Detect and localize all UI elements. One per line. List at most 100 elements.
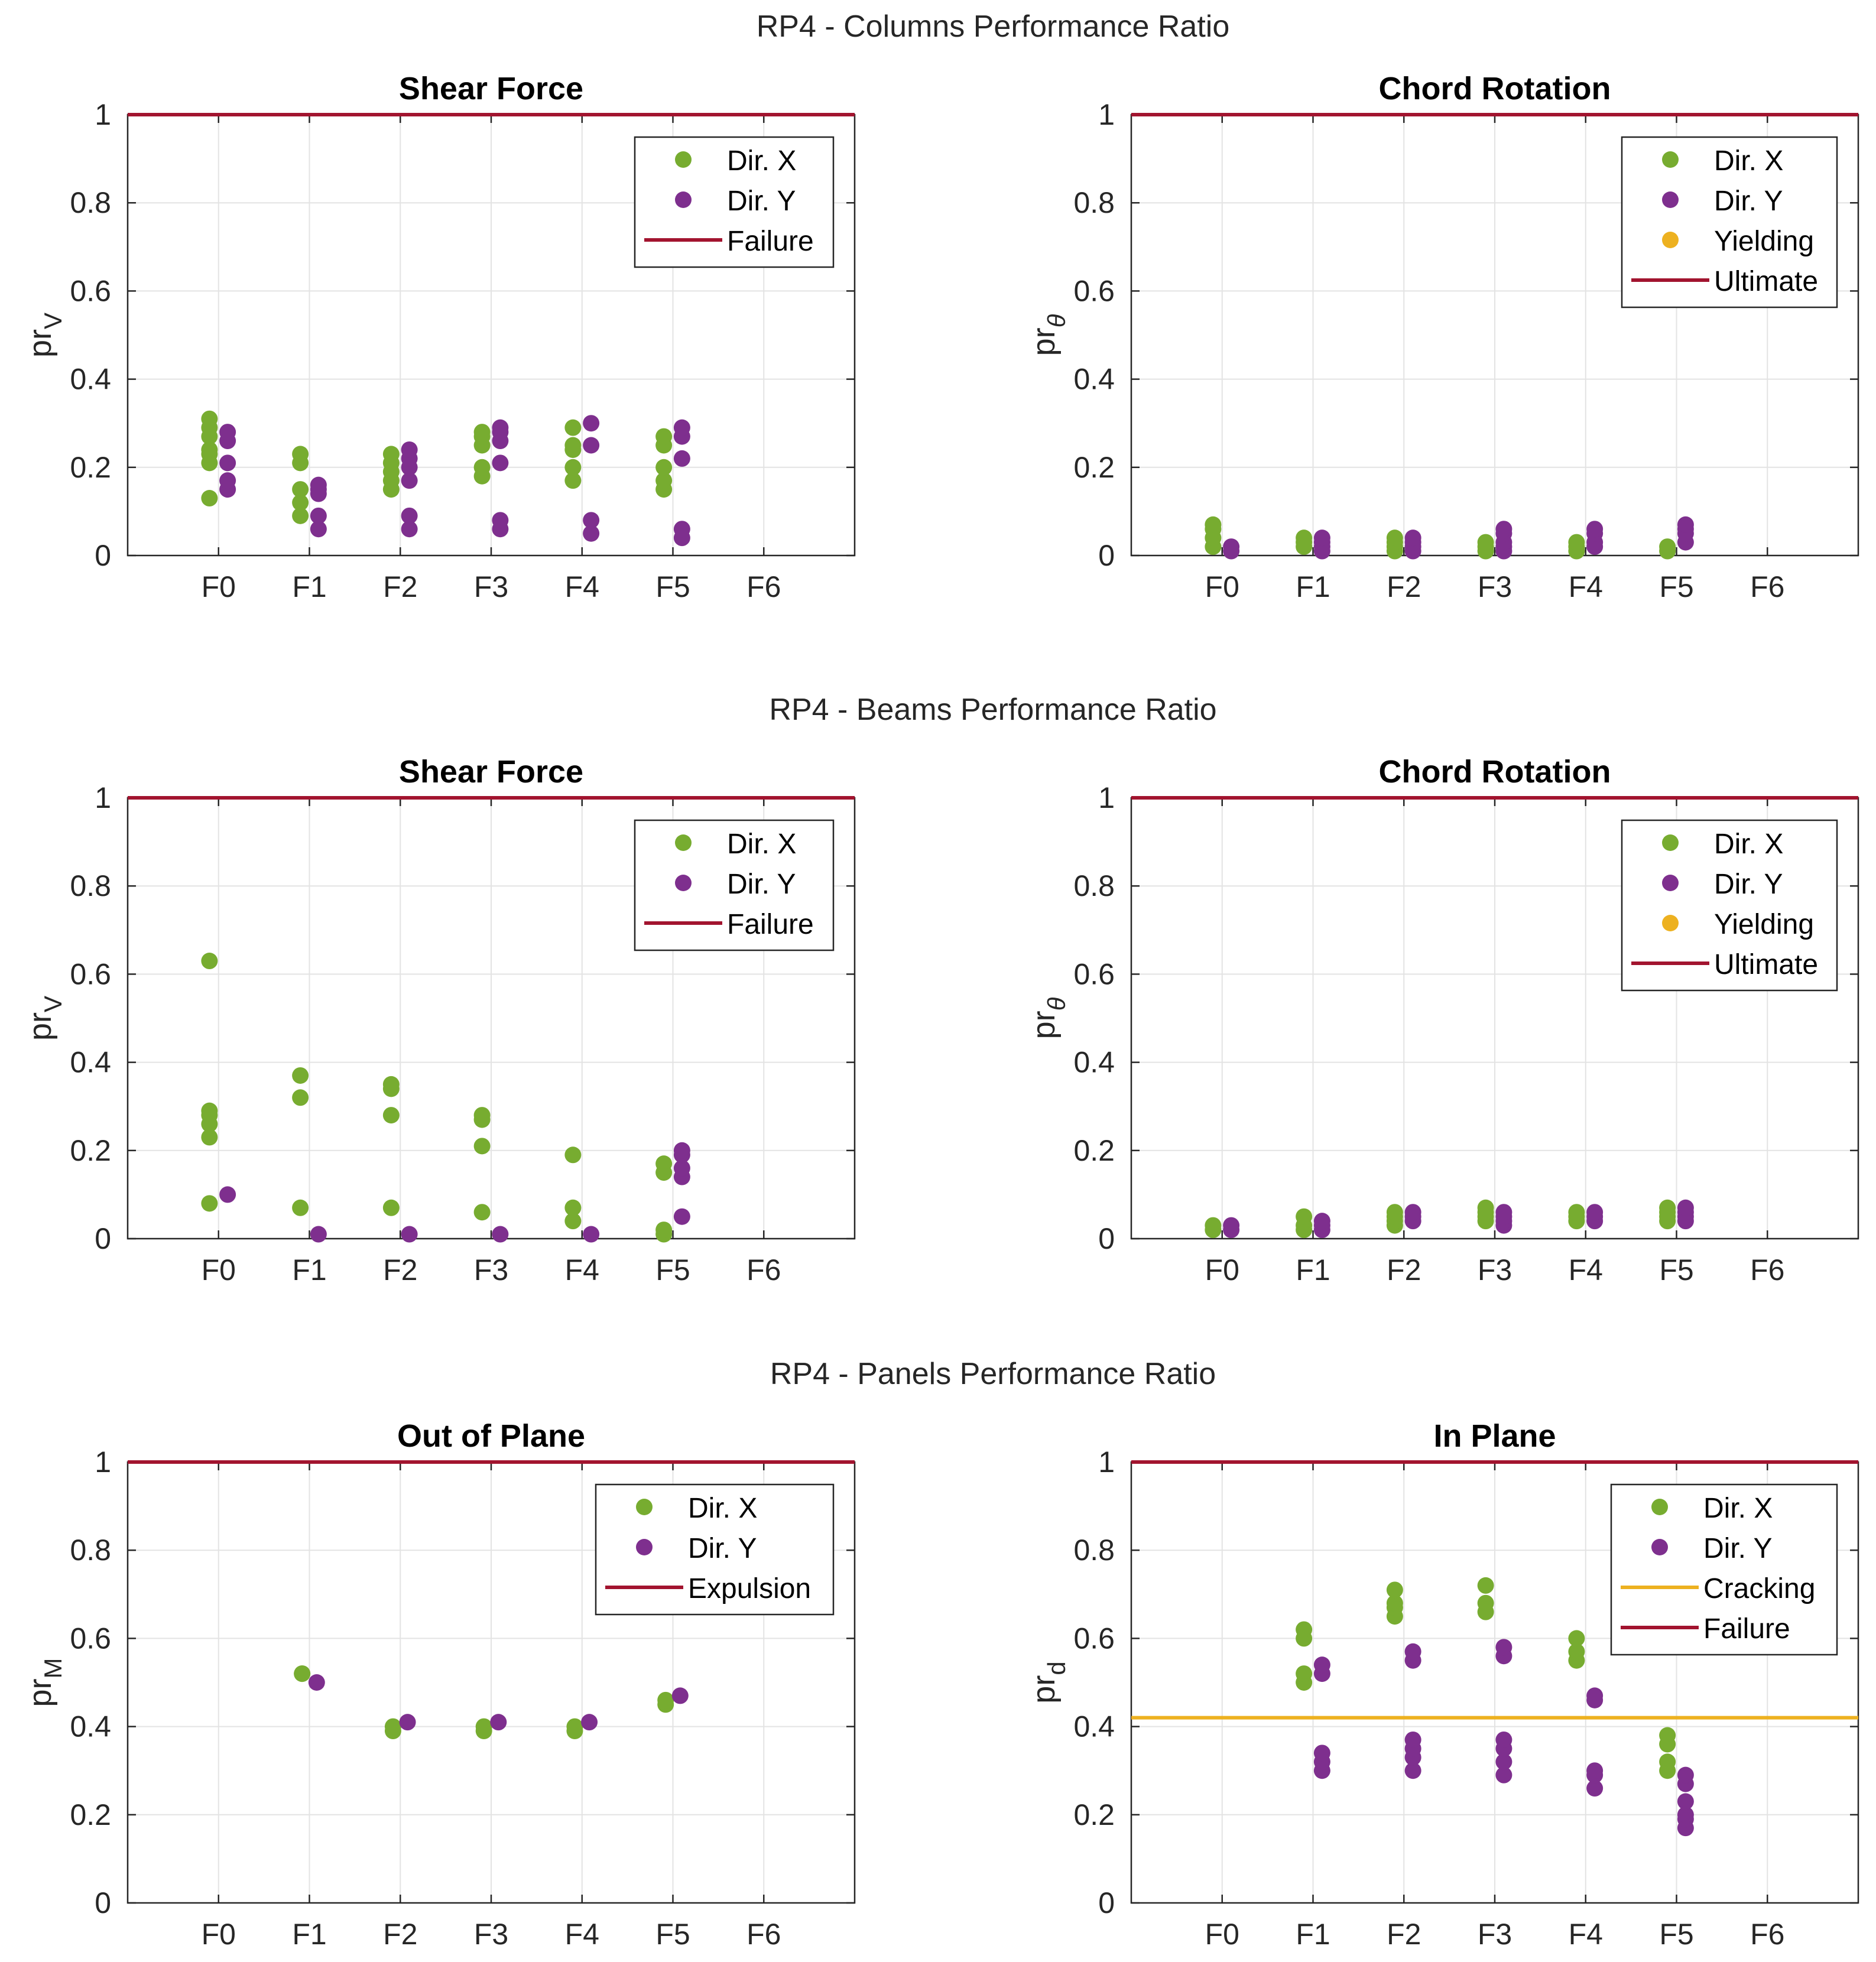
y-axis-label: prM <box>22 1658 67 1707</box>
y-axis-label-main: pr <box>22 1678 58 1707</box>
y-tick-label: 0.4 <box>1073 1710 1115 1743</box>
legend-marker <box>675 834 692 851</box>
legend-marker <box>675 875 692 891</box>
data-point-dir-y <box>401 441 418 458</box>
legend-marker <box>1651 1499 1668 1515</box>
data-point-dir-y <box>310 1226 327 1243</box>
y-tick-label: 0.6 <box>1073 274 1115 307</box>
legend-marker <box>636 1499 653 1515</box>
data-point-dir-x <box>475 1718 492 1735</box>
data-point-dir-x <box>292 481 309 498</box>
data-point-dir-y <box>673 1142 690 1159</box>
y-axis-label-main: pr <box>1026 327 1062 356</box>
legend-marker <box>1662 232 1679 248</box>
data-point-dir-y <box>1495 1639 1513 1656</box>
x-tick-label: F6 <box>1750 570 1784 603</box>
data-point-dir-y <box>583 415 600 432</box>
legend-box <box>1621 136 1838 308</box>
data-point-dir-x <box>655 1155 673 1172</box>
y-axis-label-subscript: V <box>39 996 67 1012</box>
x-tick-label: F2 <box>383 1918 417 1951</box>
data-point-dir-x <box>201 953 218 970</box>
data-point-dir-x <box>294 1665 311 1682</box>
data-point-dir-y <box>1495 1204 1513 1221</box>
data-point-dir-y <box>1677 516 1694 533</box>
y-axis-label-main: pr <box>1026 1011 1062 1039</box>
data-point-dir-y <box>492 419 509 436</box>
data-point-dir-x <box>382 1107 400 1124</box>
legend: Dir. X Dir. Y Expulsion <box>595 1483 835 1616</box>
y-tick-label: 0.8 <box>70 186 111 219</box>
legend-marker <box>675 191 692 208</box>
data-point-dir-x <box>201 1129 218 1146</box>
y-axis-label-subscript: θ <box>1043 314 1070 327</box>
data-point-dir-x <box>1568 1630 1585 1647</box>
data-point-dir-x <box>473 1138 491 1155</box>
legend-label: Expulsion <box>688 1573 811 1604</box>
data-point-dir-x <box>201 490 218 507</box>
x-tick-label: F6 <box>746 1918 781 1951</box>
y-tick-label: 1 <box>1098 1445 1115 1479</box>
data-point-dir-x <box>473 459 491 476</box>
legend-label: Ultimate <box>1714 266 1818 297</box>
x-tick-label: F3 <box>1478 1253 1512 1287</box>
x-tick-label: F1 <box>1296 1918 1330 1951</box>
data-point-dir-y <box>1404 530 1421 547</box>
y-tick-label: 0 <box>95 539 111 572</box>
data-point-dir-y <box>1404 1762 1421 1779</box>
y-axis-label: prθ <box>1026 314 1070 356</box>
x-tick-label: F2 <box>383 1253 417 1287</box>
data-point-dir-x <box>292 446 309 463</box>
data-point-dir-y <box>401 521 418 538</box>
chart-title: Shear Force <box>399 754 583 790</box>
x-tick-label: F5 <box>655 570 690 603</box>
legend-label: Failure <box>727 226 814 257</box>
data-point-dir-x <box>1205 516 1222 533</box>
data-point-dir-y <box>401 472 418 489</box>
legend-label: Dir. X <box>1703 1493 1773 1524</box>
data-point-dir-x <box>1296 1621 1313 1638</box>
data-point-dir-x <box>655 472 673 489</box>
legend-label: Failure <box>1703 1613 1790 1645</box>
legend-marker <box>636 1539 653 1555</box>
data-point-dir-y <box>1677 1806 1694 1823</box>
chart-title: In Plane <box>1433 1418 1556 1454</box>
legend-marker <box>675 151 692 168</box>
data-point-dir-y <box>219 1186 236 1203</box>
x-tick-label: F2 <box>1387 1253 1421 1287</box>
data-point-dir-x <box>1386 530 1403 547</box>
data-point-dir-x <box>655 459 673 476</box>
legend-label: Dir. X <box>1714 145 1783 177</box>
data-point-dir-y <box>401 507 418 524</box>
y-tick-label: 0.2 <box>1073 451 1115 484</box>
data-point-dir-y <box>399 1714 416 1731</box>
data-point-dir-x <box>1568 1204 1585 1221</box>
group-title-beams: RP4 - Beams Performance Ratio <box>769 693 1216 727</box>
y-tick-label: 0.8 <box>1073 869 1115 902</box>
data-point-dir-y <box>1313 1656 1330 1674</box>
legend: Dir. X Dir. Y Failure <box>634 819 835 951</box>
data-point-dir-y <box>1313 1745 1330 1762</box>
data-point-dir-y <box>1404 1643 1421 1660</box>
data-point-dir-x <box>566 1718 583 1735</box>
legend-label: Cracking <box>1703 1573 1815 1604</box>
data-point-dir-y <box>1677 1766 1694 1784</box>
legend-box <box>634 136 835 268</box>
x-tick-label: F3 <box>474 1918 508 1951</box>
data-point-dir-x <box>1659 1199 1676 1216</box>
y-tick-label: 1 <box>1098 98 1115 131</box>
data-point-dir-x <box>1386 1204 1403 1221</box>
data-point-dir-y <box>1404 1204 1421 1221</box>
y-tick-label: 0.4 <box>70 1046 111 1079</box>
x-tick-label: F3 <box>1478 1918 1512 1951</box>
data-point-dir-x <box>564 1213 582 1230</box>
y-tick-label: 0.8 <box>70 869 111 902</box>
data-point-dir-y <box>673 419 690 436</box>
y-axis-label-subscript: d <box>1043 1661 1070 1675</box>
x-tick-label: F2 <box>1387 570 1421 603</box>
x-tick-label: F6 <box>746 570 781 603</box>
data-point-dir-x <box>382 1076 400 1093</box>
y-tick-label: 0.2 <box>70 451 111 484</box>
data-point-dir-y <box>1495 1753 1513 1771</box>
data-point-dir-x <box>1477 534 1494 551</box>
